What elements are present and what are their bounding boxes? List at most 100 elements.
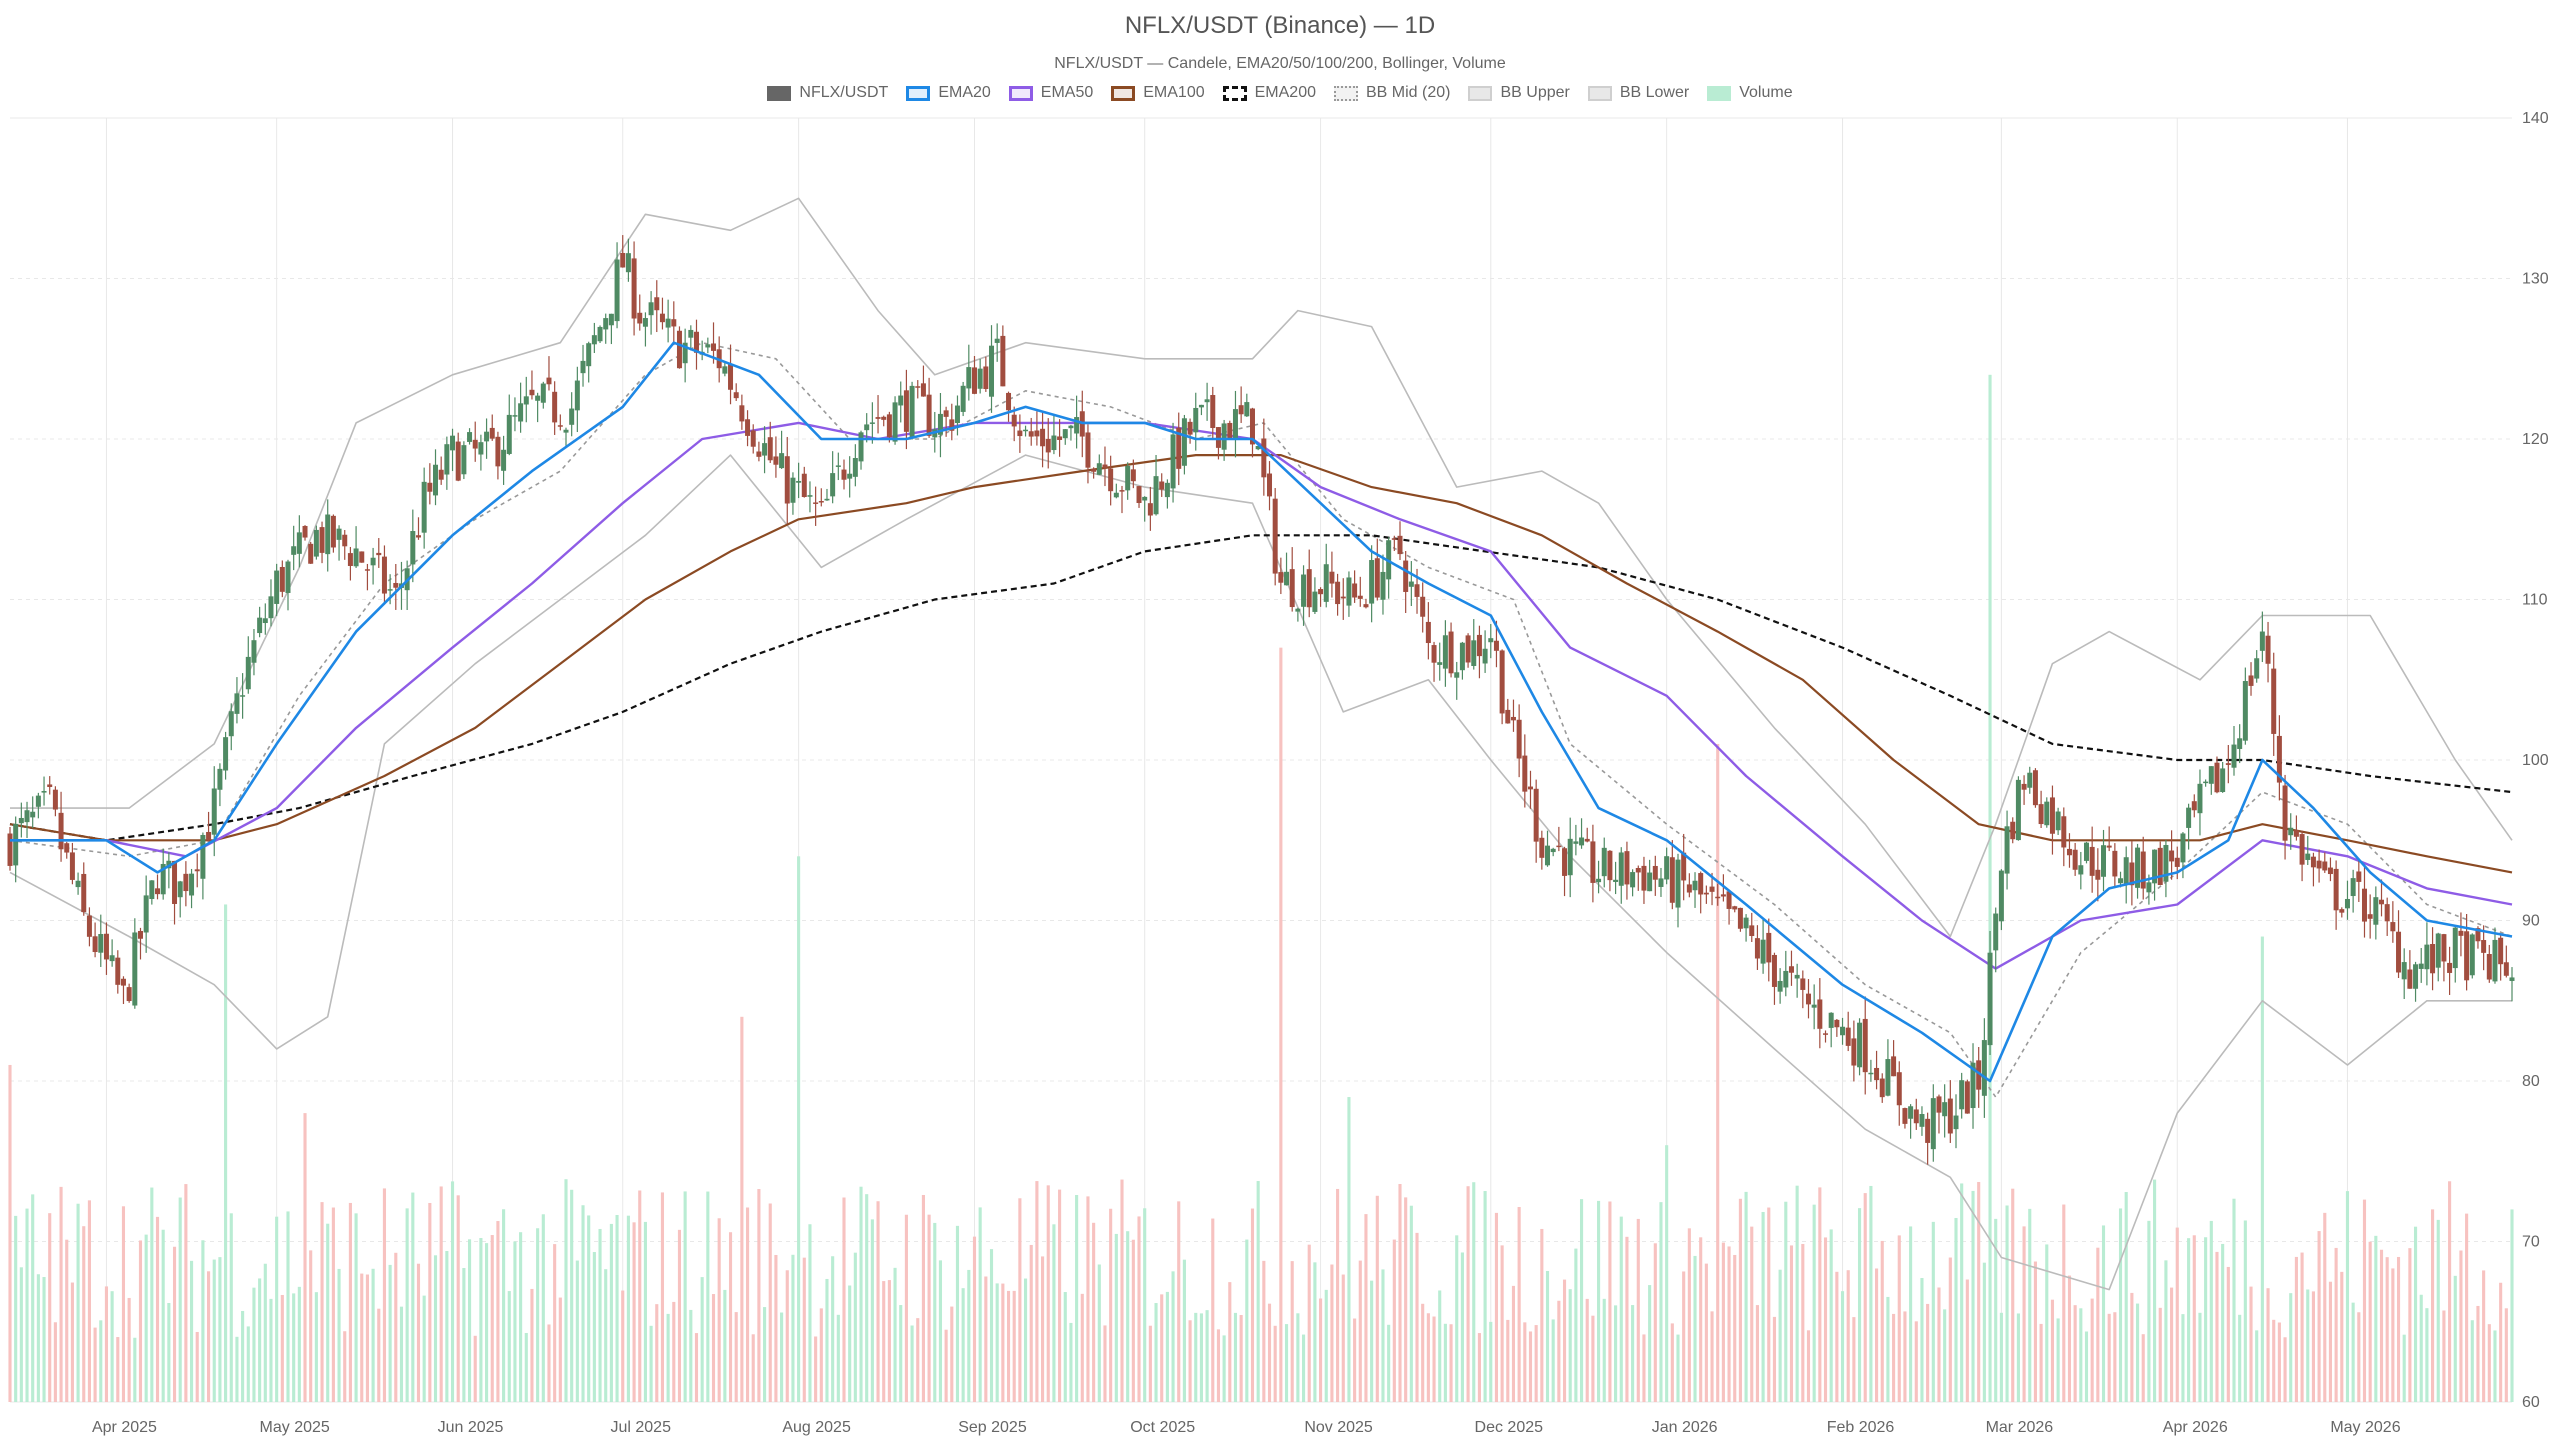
- volume-bar: [365, 1274, 369, 1402]
- volume-bar: [150, 1187, 154, 1402]
- volume-bar: [694, 1333, 699, 1402]
- legend-label: BB Upper: [1500, 84, 1570, 101]
- volume-bar: [643, 1221, 647, 1402]
- candle-body: [1669, 857, 1675, 903]
- volume-bar: [2090, 1298, 2094, 1402]
- volume-bar: [320, 1202, 324, 1402]
- volume-bar: [65, 1239, 69, 1402]
- legend-label: EMA20: [938, 84, 991, 101]
- candle-body: [2390, 922, 2396, 932]
- candle-body: [1272, 498, 1278, 574]
- volume-bar: [155, 1216, 160, 1402]
- volume-bar: [416, 1263, 421, 1402]
- volume-bar: [2357, 1312, 2361, 1402]
- candle-body: [2379, 899, 2385, 905]
- volume-bar: [683, 1191, 687, 1402]
- candle-body: [2265, 635, 2271, 664]
- volume-bar: [2493, 1330, 2497, 1402]
- volume-bar: [212, 1259, 216, 1402]
- volume-bar: [241, 1310, 245, 1402]
- volume-bar: [848, 1285, 852, 1402]
- volume-bar: [910, 1325, 914, 1402]
- volume-bar: [411, 1192, 415, 1402]
- candle-body: [2101, 845, 2107, 877]
- volume-bar: [195, 1331, 199, 1402]
- candle-body: [1425, 621, 1431, 644]
- candle-body: [1113, 492, 1119, 498]
- candle-body: [1454, 672, 1460, 678]
- candle-body: [1737, 907, 1743, 929]
- candle-body: [228, 711, 234, 737]
- candle-body: [2174, 857, 2180, 867]
- volume-bar: [2187, 1238, 2191, 1402]
- volume-bar: [2096, 1247, 2100, 1402]
- candle-body: [2021, 783, 2027, 790]
- volume-bar: [808, 1224, 812, 1402]
- volume-bar: [1999, 1312, 2003, 1402]
- candle-body: [1476, 634, 1482, 657]
- volume-bar: [1920, 1278, 1924, 1402]
- candle-body: [2225, 763, 2231, 765]
- volume-bar: [1523, 1322, 1527, 1402]
- volume-bar: [1370, 1280, 1374, 1402]
- volume-bar: [1965, 1279, 1969, 1402]
- volume-bar: [377, 1308, 381, 1402]
- volume-bar: [1336, 1188, 1340, 1402]
- legend-item[interactable]: EMA200: [1222, 84, 1316, 102]
- candle-body: [64, 843, 70, 853]
- legend-item[interactable]: BB Lower: [1587, 84, 1689, 102]
- candle-body: [421, 481, 427, 533]
- candle-body: [869, 422, 875, 424]
- legend-item[interactable]: NFLX/USDT: [767, 84, 888, 102]
- volume-bar: [677, 1229, 682, 1402]
- volume-bar: [2328, 1281, 2333, 1402]
- candle-body: [1698, 873, 1704, 895]
- legend-swatch: [1587, 85, 1612, 101]
- candle-body: [631, 258, 637, 319]
- volume-bar: [2345, 1191, 2350, 1402]
- candle-body: [1448, 631, 1454, 674]
- legend-item[interactable]: EMA20: [906, 84, 991, 102]
- candle-body: [750, 430, 756, 447]
- volume-bar: [1489, 1321, 1493, 1402]
- chart-legend: NFLX/USDT EMA20 EMA50 EMA100 EMA200 BB Mid (2…: [0, 84, 2560, 102]
- candle-body: [2282, 785, 2288, 841]
- volume-bar: [1455, 1235, 1459, 1402]
- volume-bar: [1869, 1185, 1873, 1402]
- x-tick-label: Apr 2026: [2163, 1419, 2228, 1436]
- volume-bar: [218, 1257, 222, 1402]
- volume-bar: [1846, 1270, 1850, 1402]
- candle-body: [722, 366, 728, 374]
- candle-body: [920, 383, 926, 397]
- candle-body: [546, 377, 552, 385]
- legend-item[interactable]: Volume: [1707, 84, 1793, 102]
- candle-body: [711, 343, 717, 351]
- candle-body: [274, 570, 280, 604]
- candle-body: [1624, 851, 1630, 885]
- candle-body: [387, 589, 393, 591]
- candle-body: [1964, 1081, 1970, 1114]
- candle-body: [240, 695, 246, 697]
- volume-bar: [1994, 1218, 1998, 1402]
- candle-body: [1108, 468, 1114, 492]
- volume-bar: [700, 1277, 704, 1402]
- candle-body: [1357, 595, 1363, 599]
- volume-bar: [734, 1312, 738, 1402]
- volume-bar: [371, 1268, 375, 1402]
- candle-body: [637, 312, 643, 324]
- candle-body: [1874, 1067, 1880, 1081]
- volume-bar: [2368, 1241, 2372, 1402]
- x-tick-label: Aug 2025: [782, 1419, 851, 1436]
- legend-item[interactable]: BB Upper: [1468, 84, 1570, 102]
- volume-bar: [2260, 936, 2264, 1402]
- volume-bar: [1103, 1325, 1107, 1402]
- legend-item[interactable]: EMA100: [1111, 84, 1205, 102]
- legend-item[interactable]: EMA50: [1008, 84, 1093, 102]
- candle-body: [1057, 436, 1063, 440]
- volume-bar: [1205, 1310, 1209, 1402]
- volume-bar: [1727, 1246, 1731, 1402]
- legend-item[interactable]: BB Mid (20): [1334, 84, 1450, 102]
- candle-body: [1130, 469, 1136, 482]
